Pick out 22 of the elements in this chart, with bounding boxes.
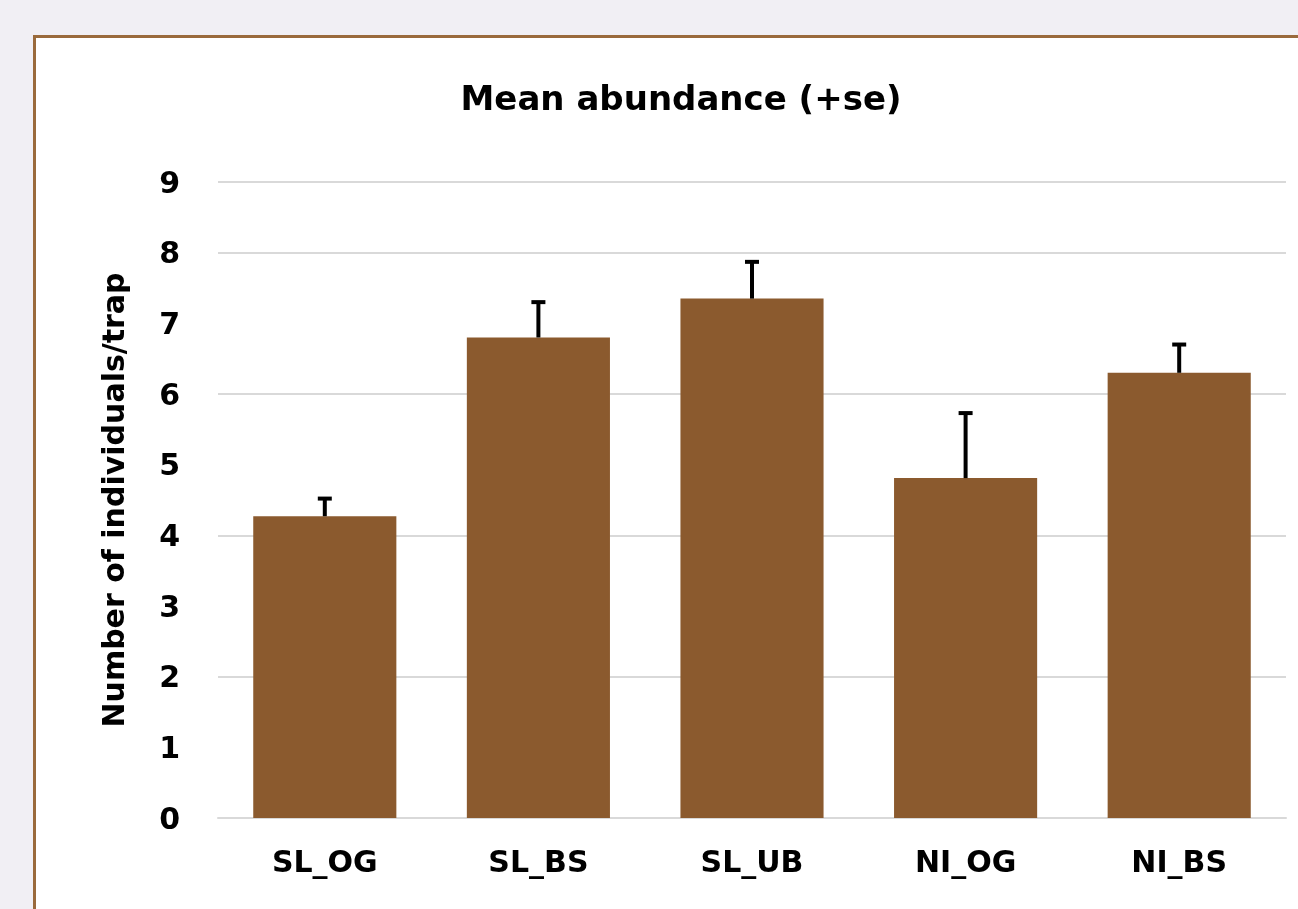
y-axis-title: Number of individuals/trap [95, 272, 131, 728]
x-tick-label: SL_OG [271, 843, 378, 879]
bar [253, 516, 397, 818]
y-tick-label: 5 [159, 447, 180, 483]
x-tick-label: SL_BS [488, 843, 589, 879]
x-tick-label: NI_OG [914, 843, 1017, 879]
y-tick-label: 6 [159, 376, 180, 412]
y-tick-label: 1 [159, 729, 180, 765]
bar [1107, 372, 1251, 818]
y-tick-label: 4 [159, 517, 180, 553]
y-tick-label: 0 [159, 800, 180, 836]
y-tick-label: 8 [159, 235, 180, 271]
x-tick-label: SL_UB [700, 843, 804, 879]
x-tick-label: NI_BS [1131, 843, 1228, 879]
bar [680, 298, 824, 818]
y-tick-label: 9 [159, 164, 180, 200]
y-tick-label: 3 [159, 588, 180, 624]
y-tick-label: 7 [159, 305, 180, 341]
y-tick-label: 2 [159, 659, 180, 695]
chart-title: Mean abundance (+se) [460, 78, 902, 118]
bar [466, 337, 610, 818]
bar [894, 478, 1038, 818]
